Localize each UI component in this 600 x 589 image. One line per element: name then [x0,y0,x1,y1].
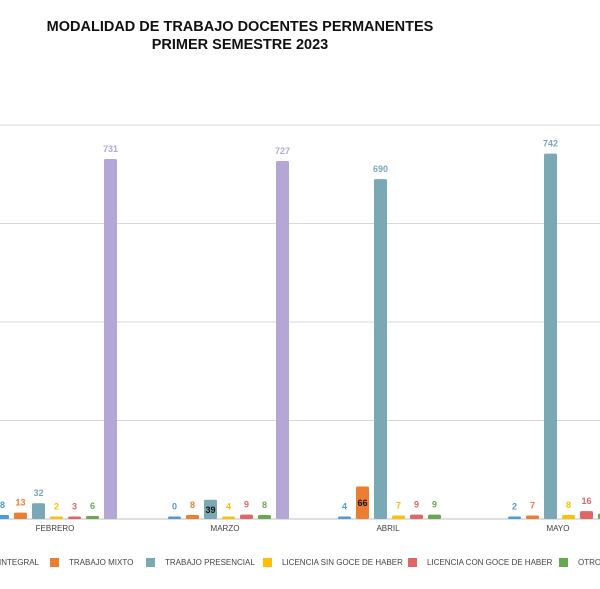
data-label: 4 [226,502,231,512]
bar-febrero-otros [86,516,99,519]
bar-febrero-licencia-sin-goce-de-haber [50,516,63,519]
data-label: 3 [72,502,77,512]
chart-title: MODALIDAD DE TRABAJO DOCENTES PERMANENTE… [0,18,480,54]
data-label: 32 [33,488,43,498]
data-label: 4 [342,502,347,512]
legend-swatch [408,558,417,567]
data-label: 8 [566,500,571,510]
legend-item: TRABAJO MIXTO [50,558,133,567]
data-label: 9 [244,500,249,510]
x-tick-label: FEBRERO [36,524,75,533]
legend-item: TRABAJO PRESENCIAL [146,558,255,567]
legend-swatch [263,558,272,567]
data-label: 0 [172,502,177,512]
bar-marzo-otros [258,515,271,519]
bar-abril-otros [428,514,441,519]
data-label: 2 [54,502,59,512]
bar-febrero-trabajo-presencial [32,503,45,519]
bar-abril-trabajo-mixto [356,486,369,519]
legend-label: INTEGRAL [0,558,40,567]
legend-item: LICENCIA CON GOCE DE HABER [408,558,552,567]
bar-marzo-licencia-sin-goce-de-haber [222,516,235,519]
data-label: 13 [15,498,25,508]
data-label: 9 [414,500,419,510]
legend-swatch [50,558,59,567]
legend-swatch [559,558,568,567]
bar-marzo-teletrabajo-integral [168,516,181,519]
legend-label: TRABAJO MIXTO [69,558,134,567]
bar-marzo-trabajo-mixto [186,515,199,519]
bar-marzo-series-6 [276,160,289,519]
x-tick-label: ABRIL [376,524,400,533]
data-label: 690 [373,164,388,174]
bar-mayo-teletrabajo-integral [508,516,521,519]
data-label: 66 [357,498,367,508]
legend-label: LICENCIA CON GOCE DE HABER [427,558,553,567]
legend-label: TRABAJO PRESENCIAL [165,558,255,567]
legend-swatch [146,558,155,567]
bar-mayo-trabajo-mixto [526,515,539,519]
bar-febrero-trabajo-mixto [14,512,27,519]
bar-marzo-licencia-con-goce-de-haber [240,514,253,519]
bar-mayo-licencia-sin-goce-de-haber [562,515,575,519]
bar-febrero-licencia-con-goce-de-haber [68,516,81,519]
bar-abril-licencia-con-goce-de-haber [410,514,423,519]
bar-mayo-licencia-con-goce-de-haber [580,511,593,519]
x-tick-label: MAYO [547,524,570,533]
data-label: 9 [432,500,437,510]
data-label: 16 [581,496,591,506]
data-label: 6 [90,501,95,511]
data-label: 8 [0,500,5,510]
bar-abril-teletrabajo-integral [338,516,351,519]
data-label: 727 [275,146,290,156]
x-tick-label: MARZO [211,524,240,533]
bar-marzo-trabajo-presencial [204,499,217,519]
legend-item: OTROS [559,558,600,567]
bar-mayo-trabajo-presencial [544,153,557,519]
legend-item: LICENCIA SIN GOCE DE HABER [263,558,403,567]
bar-abril-licencia-sin-goce-de-haber [392,515,405,519]
data-label: 742 [543,139,558,149]
data-label: 7 [396,501,401,511]
bar-febrero-series-6 [104,158,117,520]
data-label: 8 [262,500,267,510]
data-label: 7 [530,501,535,511]
chart-title-line1: MODALIDAD DE TRABAJO DOCENTES PERMANENTE… [46,19,434,35]
data-label: 39 [205,505,215,515]
data-label: 8 [190,500,195,510]
data-label: 2 [512,502,517,512]
legend-label: OTROS [578,558,600,567]
data-label: 731 [103,144,118,154]
bar-abril-trabajo-presencial [374,179,387,520]
legend-label: LICENCIA SIN GOCE DE HABER [282,558,403,567]
bar-febrero-teletrabajo-integral [0,515,9,519]
chart-title-line2: PRIMER SEMESTRE 2023 [151,37,329,53]
legend-item: INTEGRAL [0,558,39,567]
